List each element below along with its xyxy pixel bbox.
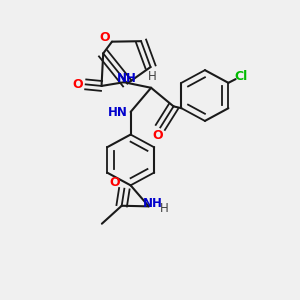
- Text: O: O: [110, 176, 120, 189]
- Text: O: O: [99, 31, 110, 44]
- Text: O: O: [152, 129, 163, 142]
- Text: H: H: [160, 202, 169, 215]
- Text: NH: NH: [143, 197, 163, 210]
- Text: HN: HN: [108, 106, 128, 119]
- Text: Cl: Cl: [234, 70, 248, 83]
- Text: H: H: [148, 70, 157, 83]
- Text: NH: NH: [117, 72, 136, 85]
- Text: O: O: [72, 78, 83, 91]
